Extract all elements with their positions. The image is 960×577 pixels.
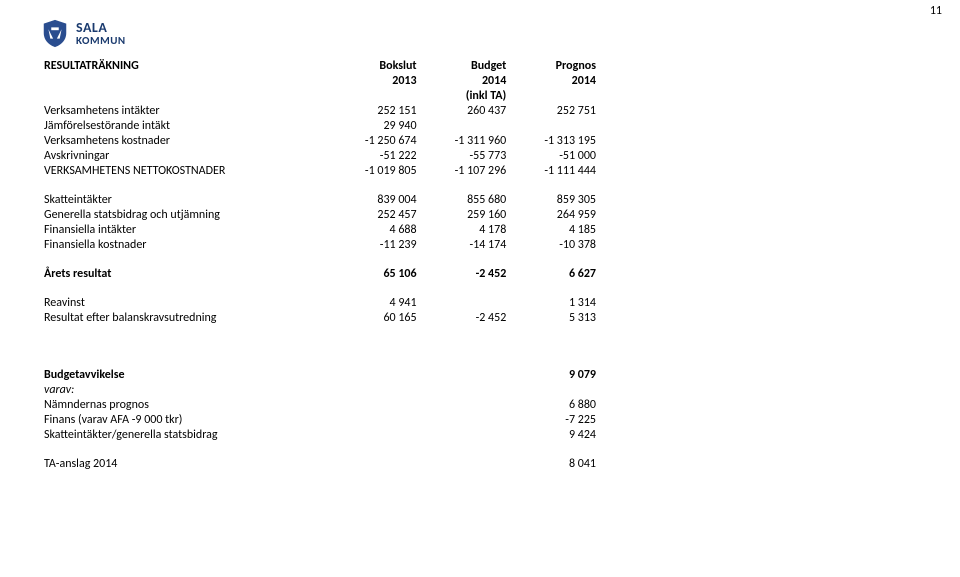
col-subheader: 2014 xyxy=(510,73,600,88)
col-note: (inkl TA) xyxy=(421,88,511,103)
table-row: Skatteintäkter 839 004 855 680 859 305 xyxy=(40,192,600,207)
table-row: Finans (varav AFA -9 000 tkr) -7 225 xyxy=(40,412,600,427)
col-subheader: 2014 xyxy=(421,73,511,88)
budget-title-row: Budgetavvikelse 9 079 xyxy=(40,367,600,382)
table-row: Generella statsbidrag och utjämning 252 … xyxy=(40,207,600,222)
income-statement-table: RESULTATRÄKNING Bokslut Budget Prognos 2… xyxy=(40,58,600,471)
logo: SALA KOMMUN xyxy=(40,18,920,48)
table-row: Skatteintäkter/generella statsbidrag 9 4… xyxy=(40,427,600,442)
table-row: Verksamhetens intäkter 252 151 260 437 2… xyxy=(40,103,600,118)
col-header: Prognos xyxy=(510,58,600,73)
table-title: RESULTATRÄKNING xyxy=(40,58,331,73)
logo-text-2: KOMMUN xyxy=(76,35,126,46)
table-row: Jämförelsestörande intäkt 29 940 xyxy=(40,118,600,133)
logo-text-1: SALA xyxy=(76,21,126,35)
col-header: Budget xyxy=(421,58,511,73)
table-row: Verksamhetens kostnader -1 250 674 -1 31… xyxy=(40,133,600,148)
shield-icon xyxy=(40,18,70,48)
table-row: VERKSAMHETENS NETTOKOSTNADER -1 019 805 … xyxy=(40,163,600,178)
table-row: Resultat efter balanskravsutredning 60 1… xyxy=(40,310,600,325)
table-row: Avskrivningar -51 222 -55 773 -51 000 xyxy=(40,148,600,163)
table-row: Reavinst 4 941 1 314 xyxy=(40,295,600,310)
varav-row: varav: xyxy=(40,382,600,397)
page-number: 11 xyxy=(930,4,942,18)
col-header: Bokslut xyxy=(331,58,421,73)
result-row: Årets resultat 65 106 -2 452 6 627 xyxy=(40,266,600,281)
col-subheader: 2013 xyxy=(331,73,421,88)
table-row: Finansiella kostnader -11 239 -14 174 -1… xyxy=(40,237,600,252)
table-row: Finansiella intäkter 4 688 4 178 4 185 xyxy=(40,222,600,237)
table-row: Nämndernas prognos 6 880 xyxy=(40,397,600,412)
ta-row: TA-anslag 2014 8 041 xyxy=(40,456,600,471)
